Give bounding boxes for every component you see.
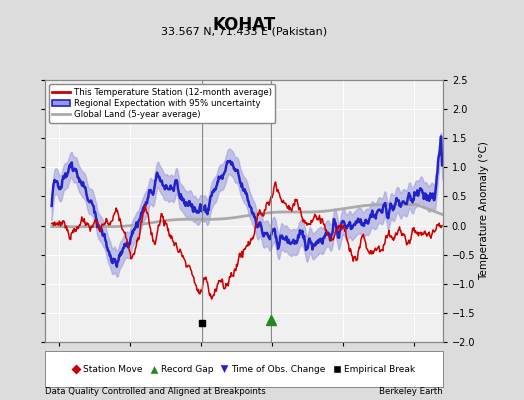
Text: 33.567 N, 71.433 E (Pakistan): 33.567 N, 71.433 E (Pakistan) <box>160 26 327 36</box>
Legend: This Temperature Station (12-month average), Regional Expectation with 95% uncer: This Temperature Station (12-month avera… <box>49 84 275 122</box>
Text: KOHAT: KOHAT <box>212 16 275 34</box>
Legend: Station Move, Record Gap, Time of Obs. Change, Empirical Break: Station Move, Record Gap, Time of Obs. C… <box>69 361 419 377</box>
Text: Berkeley Earth: Berkeley Earth <box>379 387 443 396</box>
Y-axis label: Temperature Anomaly (°C): Temperature Anomaly (°C) <box>479 142 489 280</box>
Text: Data Quality Controlled and Aligned at Breakpoints: Data Quality Controlled and Aligned at B… <box>45 387 265 396</box>
